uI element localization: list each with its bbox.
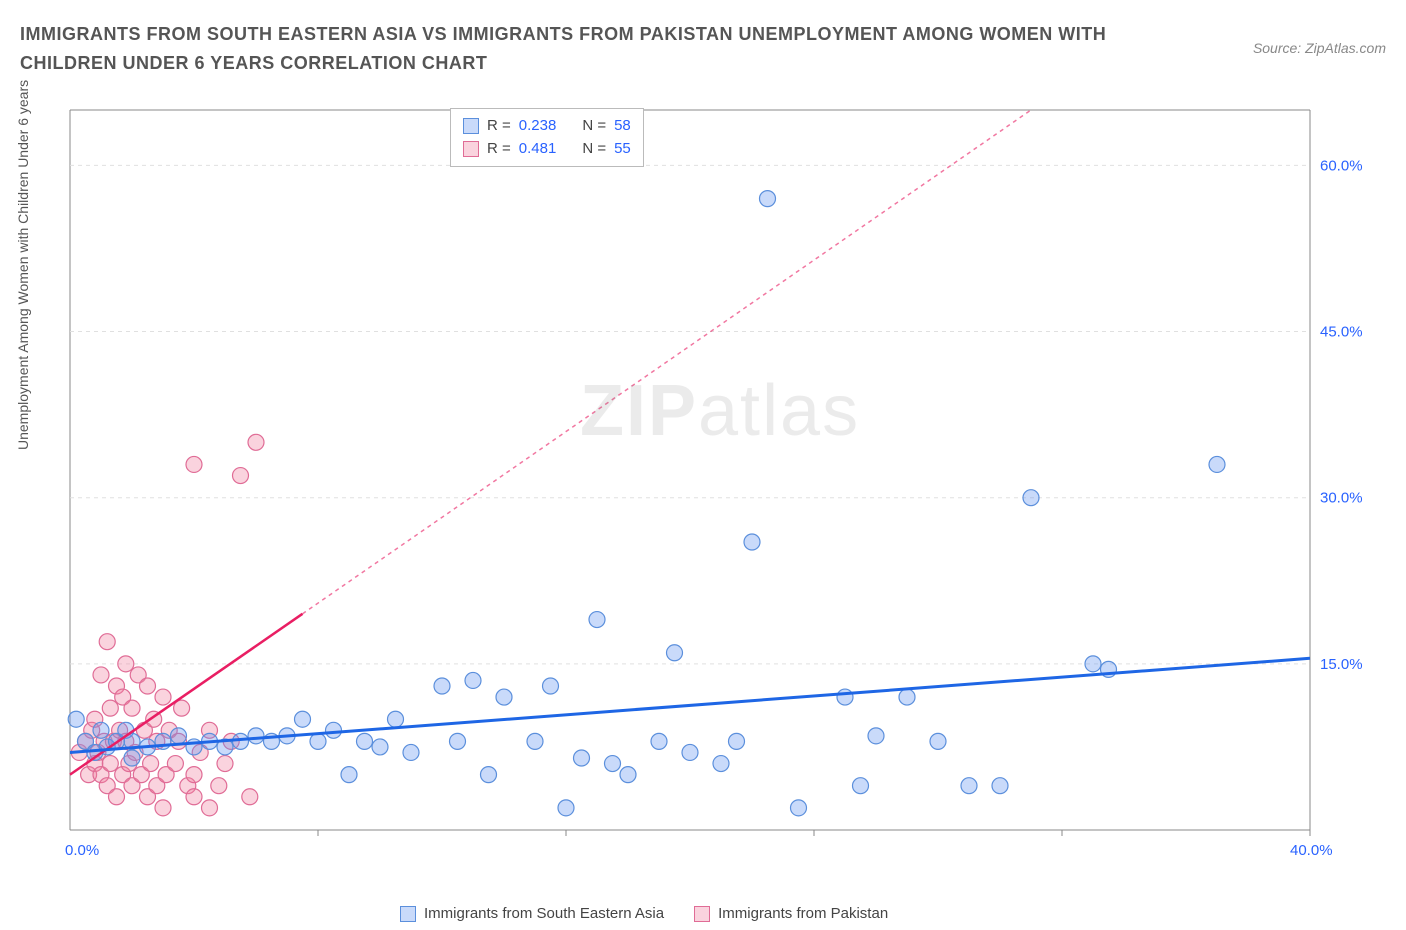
legend-n-label: N =	[582, 138, 606, 161]
chart-title: IMMIGRANTS FROM SOUTH EASTERN ASIA VS IM…	[20, 20, 1120, 78]
legend-r-label: R =	[487, 115, 511, 138]
legend-n-label: N =	[582, 115, 606, 138]
svg-text:45.0%: 45.0%	[1320, 324, 1363, 341]
correlation-legend: R = 0.238 N = 58 R = 0.481 N = 55	[450, 108, 644, 167]
legend-swatch-blue	[463, 118, 479, 134]
legend-item-pink: Immigrants from Pakistan	[694, 905, 888, 922]
legend-row-blue: R = 0.238 N = 58	[463, 115, 631, 138]
legend-swatch-pink	[463, 141, 479, 157]
legend-label-blue: Immigrants from South Eastern Asia	[424, 905, 664, 922]
legend-r-blue: 0.238	[519, 115, 557, 138]
svg-text:0.0%: 0.0%	[65, 842, 99, 859]
svg-text:15.0%: 15.0%	[1320, 656, 1363, 673]
legend-row-pink: R = 0.481 N = 55	[463, 138, 631, 161]
y-axis-label: Unemployment Among Women with Children U…	[15, 80, 31, 450]
legend-swatch-pink	[694, 906, 710, 922]
svg-text:40.0%: 40.0%	[1290, 842, 1333, 859]
legend-swatch-blue	[400, 906, 416, 922]
svg-text:60.0%: 60.0%	[1320, 157, 1363, 174]
legend-r-pink: 0.481	[519, 138, 557, 161]
legend-n-pink: 55	[614, 138, 631, 161]
svg-text:30.0%: 30.0%	[1320, 490, 1363, 507]
legend-label-pink: Immigrants from Pakistan	[718, 905, 888, 922]
legend-r-label: R =	[487, 138, 511, 161]
scatter-plot: 15.0% 30.0% 45.0% 60.0% 0.0% 40.0%	[60, 100, 1380, 870]
series-legend: Immigrants from South Eastern Asia Immig…	[400, 905, 888, 922]
legend-item-blue: Immigrants from South Eastern Asia	[400, 905, 664, 922]
legend-n-blue: 58	[614, 115, 631, 138]
chart-header: IMMIGRANTS FROM SOUTH EASTERN ASIA VS IM…	[20, 20, 1386, 78]
source-attribution: Source: ZipAtlas.com	[1253, 40, 1386, 56]
